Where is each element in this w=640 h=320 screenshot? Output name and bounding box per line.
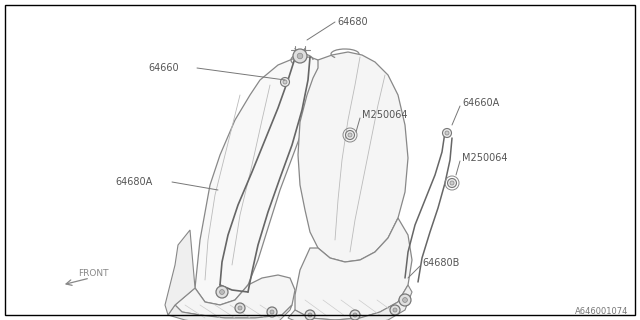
Circle shape (293, 49, 307, 63)
Polygon shape (195, 57, 322, 305)
Circle shape (270, 310, 274, 314)
Circle shape (390, 305, 400, 315)
Circle shape (305, 310, 315, 320)
Text: M250064: M250064 (362, 110, 408, 120)
Circle shape (220, 290, 225, 294)
Circle shape (447, 179, 456, 188)
Polygon shape (168, 305, 292, 320)
Circle shape (216, 286, 228, 298)
Circle shape (238, 306, 242, 310)
Text: FRONT: FRONT (78, 269, 109, 278)
Polygon shape (165, 230, 195, 315)
Circle shape (403, 298, 408, 302)
Text: M250064: M250064 (462, 153, 508, 163)
Polygon shape (295, 218, 412, 320)
Text: 64660A: 64660A (462, 98, 499, 108)
Circle shape (283, 80, 287, 84)
Text: 64680B: 64680B (422, 258, 460, 268)
Circle shape (450, 181, 454, 185)
Polygon shape (298, 52, 408, 262)
Circle shape (348, 133, 352, 137)
Circle shape (297, 53, 303, 59)
Circle shape (280, 77, 289, 86)
Circle shape (445, 131, 449, 135)
Circle shape (442, 129, 451, 138)
Polygon shape (175, 275, 295, 318)
Circle shape (267, 307, 277, 317)
Circle shape (350, 310, 360, 320)
Polygon shape (288, 285, 412, 320)
Text: 64680: 64680 (337, 17, 367, 27)
Circle shape (353, 313, 357, 317)
Circle shape (346, 131, 355, 140)
Text: 64680A: 64680A (115, 177, 152, 187)
Circle shape (399, 294, 411, 306)
Circle shape (235, 303, 245, 313)
Text: A646001074: A646001074 (575, 308, 628, 316)
Text: 64660: 64660 (148, 63, 179, 73)
Circle shape (393, 308, 397, 312)
Circle shape (308, 313, 312, 317)
